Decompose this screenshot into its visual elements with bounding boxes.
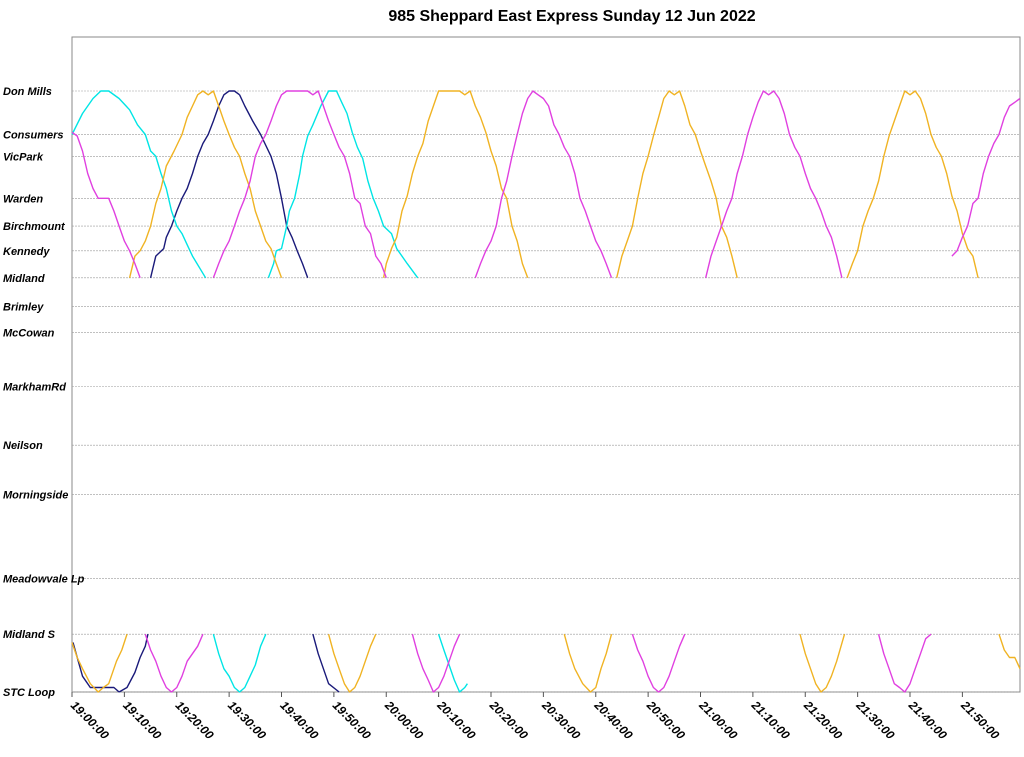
tick-label: 21:20:00 bbox=[800, 698, 845, 743]
trip-line bbox=[846, 90, 979, 279]
trip-line bbox=[72, 642, 120, 693]
stop-label: Consumers bbox=[3, 130, 64, 142]
tick-label: 19:50:00 bbox=[330, 698, 374, 742]
tick-label: 20:30:00 bbox=[539, 698, 584, 743]
trip-line bbox=[71, 131, 141, 279]
stop-label: Kennedy bbox=[3, 246, 50, 258]
trip-line bbox=[437, 633, 468, 693]
stop-label: Midland S bbox=[3, 629, 56, 641]
tick-label: 19:00:00 bbox=[68, 698, 112, 742]
chart-title: 985 Sheppard East Express Sunday 12 Jun … bbox=[388, 8, 755, 25]
stop-label: Morningside bbox=[3, 490, 68, 502]
stop-label: Midland bbox=[3, 273, 45, 285]
plot-frame bbox=[71, 36, 1021, 693]
trip-line bbox=[71, 90, 207, 279]
stop-label: McCowan bbox=[3, 328, 55, 340]
trip-line bbox=[877, 633, 932, 693]
trip-line bbox=[238, 94, 309, 279]
series-0 bbox=[72, 90, 340, 693]
stop-label: Birchmount bbox=[3, 221, 66, 233]
trip-line bbox=[563, 634, 613, 693]
bus-traces bbox=[71, 90, 1021, 693]
trip-line bbox=[144, 633, 204, 693]
tick-label: 21:00:00 bbox=[696, 698, 741, 743]
tick-label: 19:40:00 bbox=[277, 698, 321, 742]
series-2 bbox=[71, 90, 1021, 693]
trip-line bbox=[631, 633, 686, 693]
trip-line bbox=[212, 633, 267, 693]
series-1 bbox=[71, 90, 468, 693]
series-3 bbox=[71, 90, 1021, 693]
trip-line bbox=[951, 97, 1021, 257]
tick-label: 19:10:00 bbox=[120, 698, 164, 742]
trip-line bbox=[998, 633, 1021, 669]
trip-line bbox=[705, 90, 843, 278]
stop-label: VicPark bbox=[3, 151, 44, 163]
tick-label: 21:50:00 bbox=[958, 698, 1003, 743]
gridlines bbox=[72, 90, 1020, 693]
trip-line bbox=[267, 90, 419, 279]
stop-label: Brimley bbox=[3, 301, 44, 313]
tick-label: 19:30:00 bbox=[225, 698, 269, 742]
trip-line bbox=[474, 90, 613, 279]
stop-label: Don Mills bbox=[3, 86, 52, 98]
tick-label: 20:50:00 bbox=[643, 698, 688, 743]
stop-axis-labels: Don Mills Consumers VicPark Warden Birchmoun… bbox=[3, 86, 85, 699]
tick-label: 21:40:00 bbox=[905, 698, 950, 743]
trip-line bbox=[382, 90, 529, 279]
trip-line bbox=[128, 90, 283, 279]
trip-line bbox=[312, 634, 340, 693]
trip-line bbox=[411, 633, 461, 693]
trip-line bbox=[118, 634, 149, 693]
stop-label: Meadowvale Lp bbox=[3, 574, 85, 586]
tick-label: 21:10:00 bbox=[748, 698, 793, 743]
tick-label: 21:30:00 bbox=[853, 698, 898, 743]
tick-label: 19:20:00 bbox=[173, 698, 217, 742]
tick-label: 20:00:00 bbox=[381, 698, 426, 743]
stop-label: Neilson bbox=[3, 440, 43, 452]
trip-line bbox=[149, 90, 241, 278]
time-axis: 19:00:00 19:10:00 19:20:00 19:30:00 19:40:00… bbox=[68, 692, 1002, 742]
stop-label: STC Loop bbox=[3, 687, 55, 699]
trip-line bbox=[799, 634, 846, 693]
trip-line bbox=[616, 90, 738, 278]
stop-label: MarkhamRd bbox=[3, 382, 66, 394]
tick-label: 20:10:00 bbox=[434, 698, 479, 743]
tick-label: 20:20:00 bbox=[486, 698, 531, 743]
stop-label: Warden bbox=[3, 193, 43, 205]
trip-line bbox=[212, 90, 387, 279]
trip-line bbox=[71, 633, 128, 693]
trip-line bbox=[327, 633, 377, 693]
tick-label: 20:40:00 bbox=[591, 698, 636, 743]
